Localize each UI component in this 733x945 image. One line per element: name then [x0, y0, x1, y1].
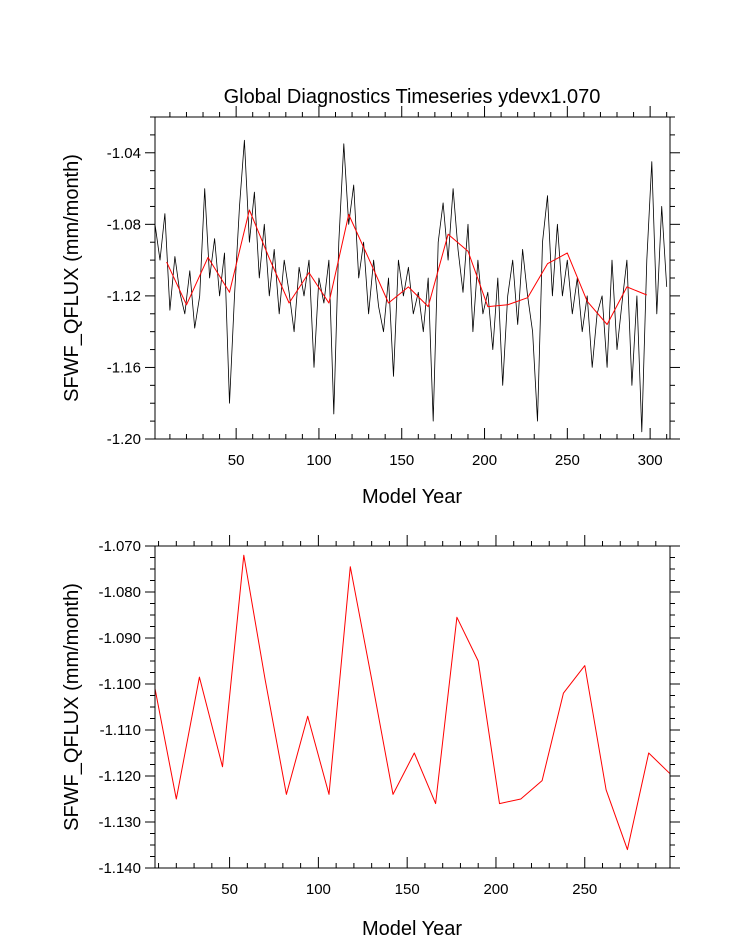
y-tick-label: -1.110	[100, 722, 141, 739]
x-tick-label: 100	[306, 452, 331, 469]
series-line-annual	[154, 139, 668, 433]
y-tick-label: -1.12	[107, 288, 141, 305]
y-tick-label: -1.04	[107, 145, 141, 162]
x-tick-label: 250	[572, 881, 597, 898]
x-tick-label: 200	[483, 881, 508, 898]
y-tick-label: -1.100	[98, 676, 141, 693]
y-tick-label: -1.20	[107, 431, 141, 448]
bottom-chart-panel: 50 100 150 200 250 -1.070 -1.080 -1.090 -1.100 -1…	[61, 535, 680, 940]
x-tick-label: 250	[555, 452, 580, 469]
y-tick-label: -1.090	[98, 630, 141, 647]
series-line-running-mean	[154, 554, 671, 851]
x-tick-label: 100	[306, 881, 331, 898]
y-tick-label: -1.140	[98, 860, 141, 877]
plot-frame	[154, 116, 671, 440]
y-tick-label: -1.070	[98, 538, 141, 555]
chart-title: Global Diagnostics Timeseries ydevx1.070	[224, 86, 601, 108]
y-axis-label: SFWF_QFLUX (mm/month)	[61, 583, 83, 831]
x-tick-label: 50	[221, 881, 238, 898]
x-tick-label: 300	[638, 452, 663, 469]
series-line-running-mean	[166, 209, 647, 325]
y-tick-label: -1.130	[98, 814, 141, 831]
x-axis-label: Model Year	[362, 486, 462, 508]
top-chart-panel: Global Diagnostics Timeseries ydevx1.070…	[61, 86, 680, 508]
x-tick-label: 200	[472, 452, 497, 469]
x-tick-label: 150	[395, 881, 420, 898]
x-tick-label: 50	[228, 452, 245, 469]
y-tick-label: -1.120	[98, 768, 141, 785]
y-tick-label: -1.16	[107, 359, 141, 376]
y-tick-label: -1.08	[107, 216, 141, 233]
plot-frame	[154, 545, 671, 869]
y-axis-label: SFWF_QFLUX (mm/month)	[61, 154, 83, 402]
y-tick-label: -1.080	[98, 584, 141, 601]
x-tick-label: 150	[389, 452, 414, 469]
x-axis-label: Model Year	[362, 918, 462, 940]
